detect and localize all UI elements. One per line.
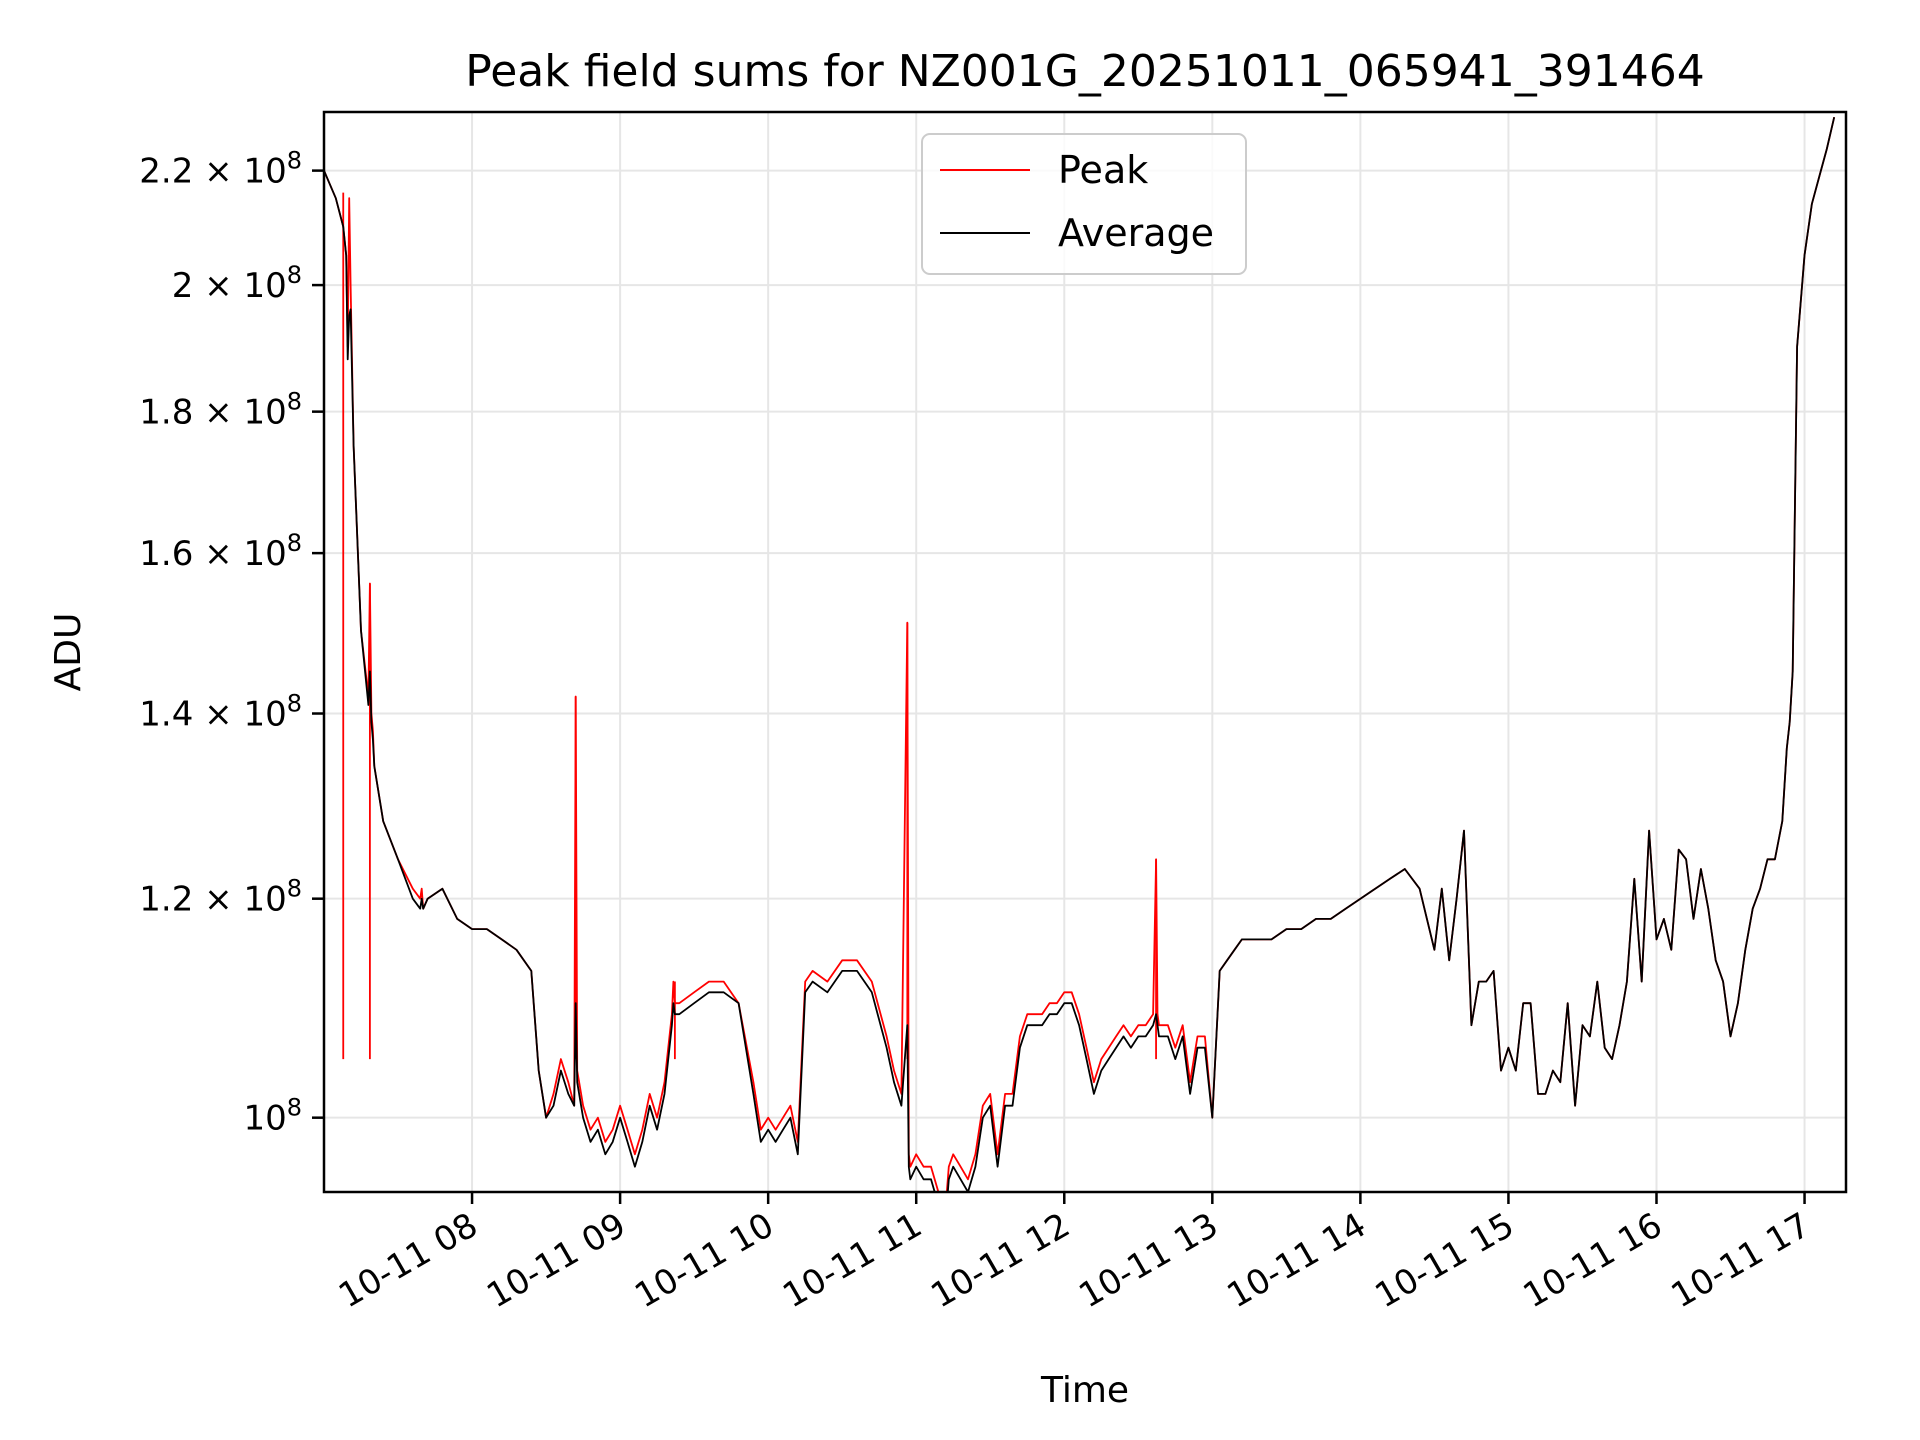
- y-tick-label-6: 2.2 × 108: [139, 147, 302, 192]
- y-tick-label-3: 1.6 × 108: [139, 529, 302, 574]
- chart-title: Peak field sums for NZ001G_20251011_0659…: [465, 46, 1704, 97]
- legend: Peak Average: [921, 133, 1247, 275]
- y-axis-label: ADU: [48, 613, 89, 692]
- grid-layer: [324, 112, 1846, 1192]
- plot-frame: [322, 110, 1848, 1194]
- series-line-average: [324, 116, 1836, 1192]
- x-axis-label: Time: [1040, 1370, 1129, 1411]
- series-layer: [324, 116, 1836, 1192]
- y-tick-label-0: 108: [243, 1094, 302, 1139]
- y-tick-label-4: 1.8 × 108: [139, 388, 302, 433]
- y-tick-label-2: 1.4 × 108: [139, 690, 302, 735]
- legend-label-peak: Peak: [1058, 148, 1148, 192]
- y-tick-label-1: 1.2 × 108: [139, 875, 302, 920]
- legend-label-average: Average: [1058, 211, 1214, 255]
- y-tick-label-5: 2 × 108: [172, 261, 302, 306]
